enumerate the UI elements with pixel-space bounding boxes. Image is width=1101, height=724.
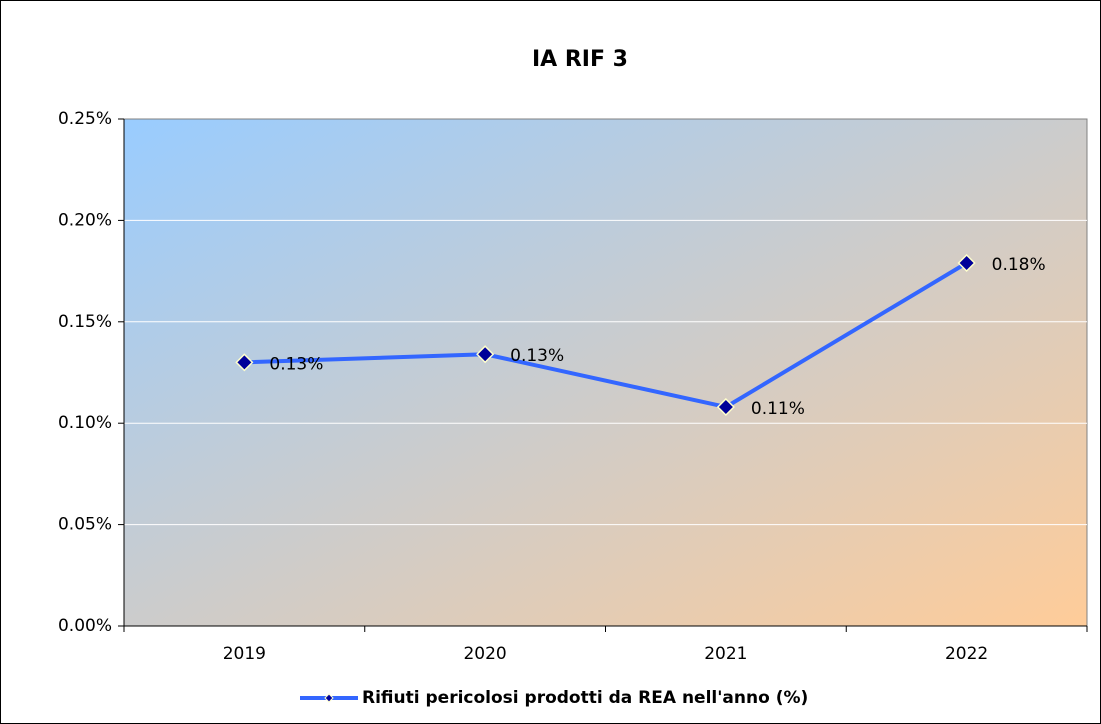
plot-area bbox=[123, 118, 1088, 627]
data-label: 0.13% bbox=[269, 354, 323, 374]
data-label: 0.18% bbox=[992, 255, 1046, 275]
marker bbox=[716, 397, 735, 417]
y-tick-label: 0.10% bbox=[58, 413, 112, 433]
marker bbox=[235, 353, 254, 372]
series-line bbox=[244, 261, 968, 409]
y-tick-label: 0.25% bbox=[58, 109, 112, 129]
x-tick-label: 2022 bbox=[945, 644, 988, 664]
data-label: 0.13% bbox=[510, 346, 564, 366]
marker bbox=[957, 253, 976, 273]
y-tick-label: 0.05% bbox=[58, 515, 112, 535]
legend-marker bbox=[324, 693, 334, 703]
y-tick-label: 0.20% bbox=[58, 210, 112, 230]
y-tick-label: 0.00% bbox=[58, 616, 112, 636]
x-tick-label: 2019 bbox=[223, 644, 266, 664]
marker bbox=[476, 345, 495, 364]
data-label: 0.11% bbox=[751, 399, 805, 419]
chart-title: IA RIF 3 bbox=[532, 47, 628, 72]
x-tick-label: 2020 bbox=[463, 644, 506, 664]
legend-label: Rifiuti pericolosi prodotti da REA nell'… bbox=[362, 688, 808, 708]
y-tick-label: 0.15% bbox=[58, 312, 112, 332]
x-tick-label: 2021 bbox=[704, 644, 747, 664]
